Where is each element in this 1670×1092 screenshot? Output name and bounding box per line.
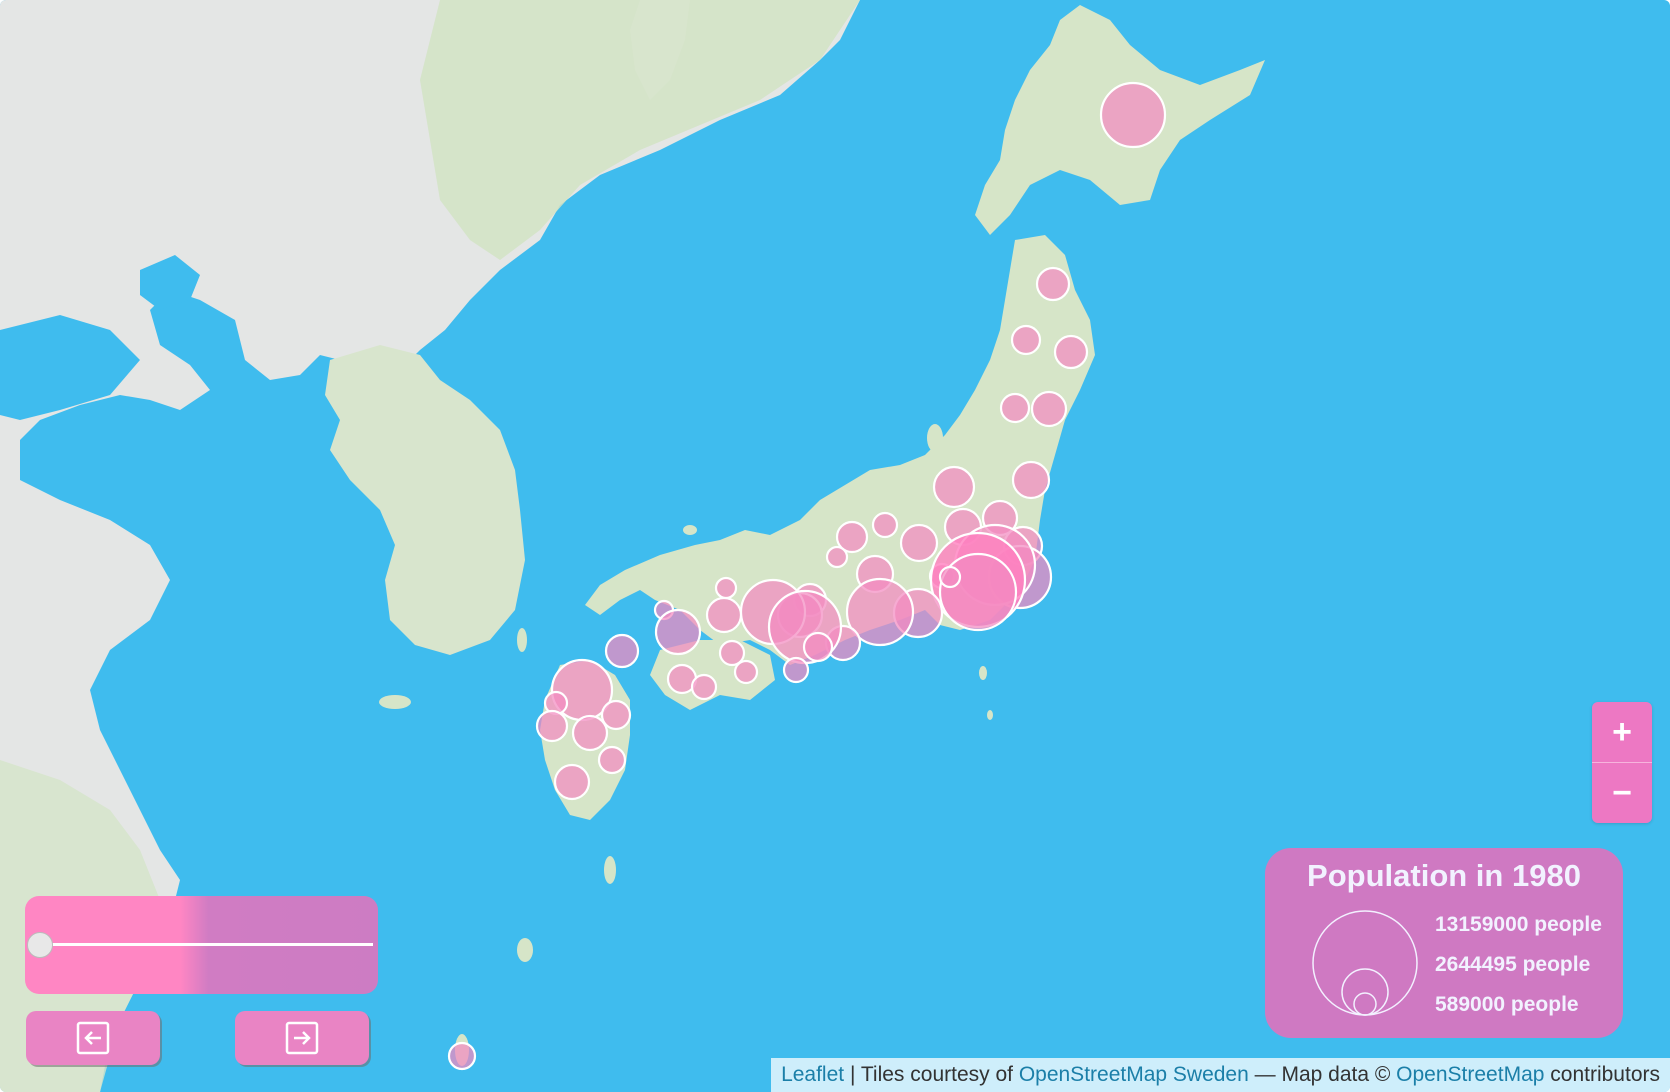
- attribution-sep: | Tiles courtesy of: [844, 1063, 1019, 1086]
- bubble-akita[interactable]: [1010, 324, 1042, 356]
- tiles-link[interactable]: OpenStreetMap Sweden: [1018, 1063, 1249, 1086]
- legend-circle-small: [1353, 992, 1377, 1016]
- bubble-oita[interactable]: [600, 699, 632, 731]
- legend-label-medium: 2644495 people: [1435, 953, 1591, 976]
- population-bubbles[interactable]: [447, 81, 1167, 1071]
- attribution-mid: — Map data ©: [1248, 1063, 1397, 1086]
- korean-peninsula: [325, 345, 525, 655]
- bubble-tokushima[interactable]: [733, 659, 759, 685]
- arrow-left-icon: [76, 1021, 110, 1055]
- legend-circles: [1312, 910, 1418, 1016]
- legend-title: Population in 1980: [1307, 858, 1581, 893]
- bubble-yamagata[interactable]: [999, 392, 1031, 424]
- island-amami: [517, 938, 533, 962]
- northern-bay: [140, 255, 200, 310]
- legend-circle-large: [1312, 910, 1418, 1016]
- island-izu-2: [987, 710, 993, 720]
- bubble-niigata[interactable]: [932, 465, 976, 509]
- bubble-nara[interactable]: [802, 631, 834, 663]
- bubble-miyagi[interactable]: [1030, 390, 1068, 428]
- attribution-end: contributors: [1544, 1063, 1660, 1086]
- zoom-out-button[interactable]: −: [1592, 762, 1652, 823]
- bubble-nagano[interactable]: [899, 523, 939, 563]
- bubble-aichi[interactable]: [845, 577, 915, 647]
- bubble-aomori[interactable]: [1035, 266, 1071, 302]
- bubble-fukui[interactable]: [825, 545, 849, 569]
- bubble-kochi[interactable]: [690, 673, 718, 701]
- osm-link[interactable]: OpenStreetMap: [1396, 1063, 1545, 1086]
- bubble-tottori[interactable]: [714, 576, 738, 600]
- bubble-hiroshima[interactable]: [654, 608, 702, 656]
- plus-icon: +: [1612, 712, 1632, 751]
- island-jeju: [379, 695, 411, 709]
- bubble-iwate[interactable]: [1053, 334, 1089, 370]
- arrow-right-icon: [285, 1021, 319, 1055]
- map-attribution: Leaflet | Tiles courtesy of OpenStreetMa…: [771, 1058, 1670, 1092]
- year-slider-panel: [25, 896, 378, 994]
- bubble-small-tokyo[interactable]: [938, 565, 962, 589]
- population-legend: Population in 1980 13159000 people 26444…: [1265, 848, 1623, 1038]
- bubble-kumamoto[interactable]: [571, 714, 609, 752]
- sakhalin: [630, 0, 690, 100]
- island-oki: [683, 525, 697, 535]
- leaflet-link[interactable]: Leaflet: [781, 1063, 845, 1086]
- year-slider-track[interactable]: [37, 943, 373, 946]
- legend-label-small: 589000 people: [1435, 993, 1579, 1016]
- island-tanegashima: [604, 856, 616, 884]
- island-tsushima: [517, 628, 527, 652]
- bubble-ishikawa[interactable]: [835, 520, 869, 554]
- bubble-nagasaki[interactable]: [535, 709, 569, 743]
- bohai-sea: [0, 315, 140, 420]
- zoom-control: + −: [1592, 702, 1652, 823]
- bubble-kagawa[interactable]: [718, 639, 746, 667]
- bubble-toyama[interactable]: [871, 511, 899, 539]
- bubble-okayama[interactable]: [705, 596, 743, 634]
- bubble-kagoshima[interactable]: [553, 763, 591, 801]
- bubble-hokkaido[interactable]: [1099, 81, 1167, 149]
- bubble-yamaguchi[interactable]: [604, 633, 640, 669]
- bubble-fukushima[interactable]: [1011, 460, 1051, 500]
- bubble-wakayama[interactable]: [782, 656, 810, 684]
- year-slider-thumb[interactable]: [27, 932, 53, 958]
- island-izu: [979, 666, 987, 680]
- island-sado: [927, 424, 943, 452]
- legend-circle-medium: [1341, 968, 1389, 1016]
- next-year-button[interactable]: [235, 1011, 369, 1065]
- previous-year-button[interactable]: [26, 1011, 160, 1065]
- bubble-miyazaki[interactable]: [597, 745, 627, 775]
- mainland-asia: [0, 0, 860, 1092]
- legend-label-large: 13159000 people: [1435, 913, 1602, 936]
- bubble-okinawa[interactable]: [447, 1041, 477, 1071]
- zoom-in-button[interactable]: +: [1592, 702, 1652, 762]
- bubble-kanagawa[interactable]: [938, 552, 1018, 632]
- minus-icon: −: [1612, 773, 1632, 812]
- mainland-forest: [420, 0, 860, 260]
